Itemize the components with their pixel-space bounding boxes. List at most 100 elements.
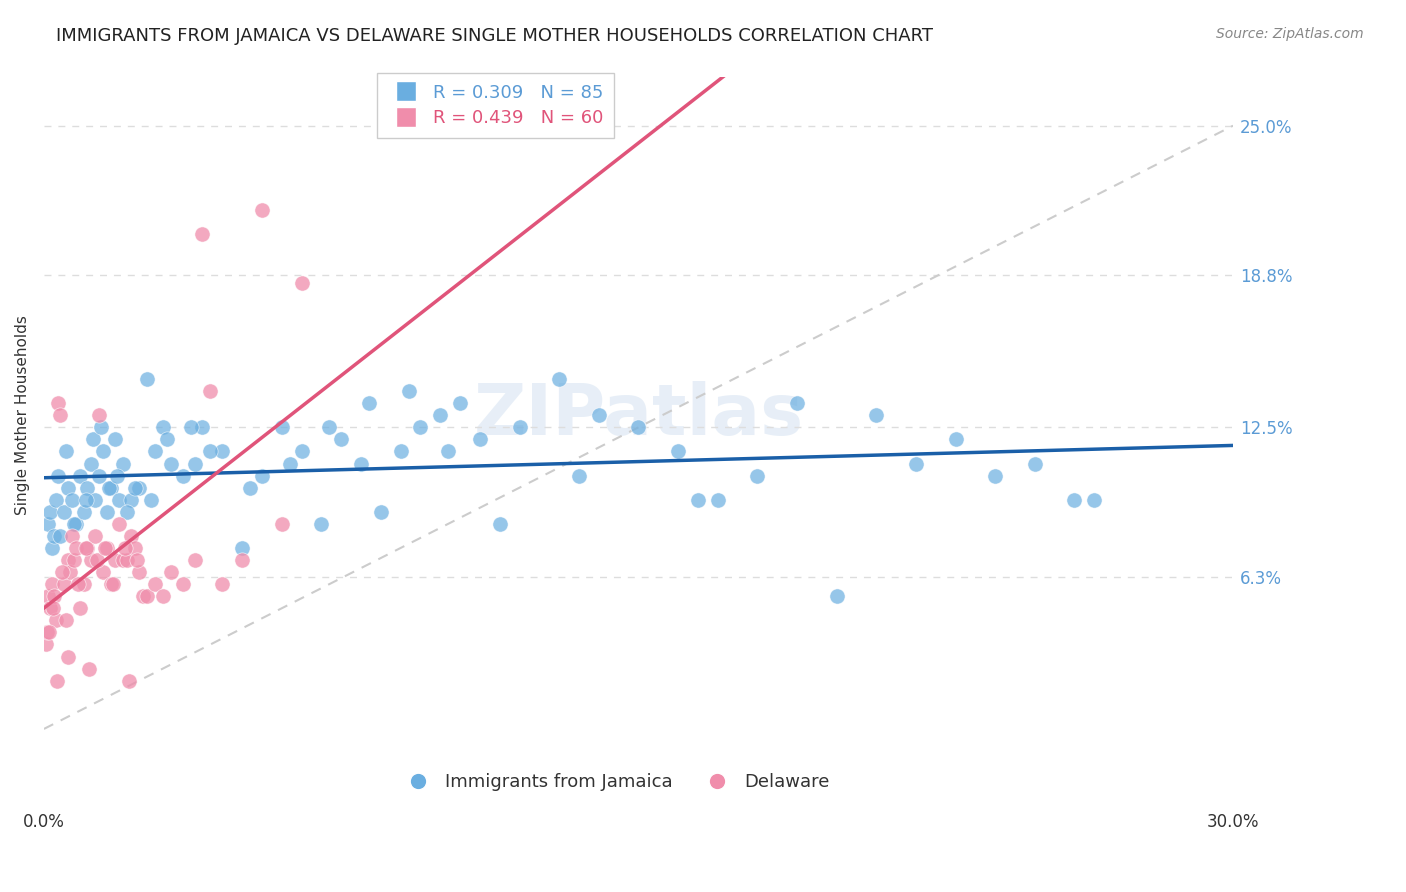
Point (72, 577, 94, 591)
Point (143, 577, 166, 591)
Point (62, 553, 84, 567)
Text: 0.0%: 0.0% (22, 814, 65, 831)
Point (398, 384, 420, 398)
Point (152, 589, 174, 603)
Point (75, 492, 97, 507)
Point (568, 468, 591, 483)
Point (143, 444, 166, 458)
Point (200, 384, 222, 398)
Point (270, 516, 292, 531)
Point (60, 492, 83, 507)
Point (156, 433, 179, 447)
Point (350, 457, 373, 471)
Point (250, 468, 273, 483)
Point (56, 553, 79, 567)
Point (52, 505, 75, 519)
Point (35, 638, 58, 652)
Point (48, 529, 70, 543)
Point (132, 589, 155, 603)
Point (93, 565, 115, 579)
Point (191, 420, 214, 434)
Point (183, 457, 205, 471)
Point (904, 457, 927, 471)
Point (945, 433, 967, 447)
Point (409, 420, 432, 434)
Point (45, 673, 67, 688)
Point (136, 589, 159, 603)
Point (38, 601, 60, 615)
Point (108, 492, 131, 507)
Point (37, 516, 59, 531)
Point (80, 553, 103, 567)
Point (41, 601, 63, 615)
Point (120, 529, 142, 543)
Point (183, 553, 205, 567)
Point (65, 516, 87, 531)
Point (104, 433, 127, 447)
Point (250, 203, 273, 218)
Point (84, 492, 107, 507)
Point (82, 433, 104, 447)
Point (35, 625, 58, 640)
Point (449, 396, 471, 410)
Point (124, 481, 146, 495)
Point (96, 505, 118, 519)
Text: ZIPatlas: ZIPatlas (474, 381, 803, 450)
Point (311, 516, 333, 531)
Point (115, 553, 138, 567)
Point (1024, 457, 1046, 471)
Point (55, 444, 77, 458)
Point (180, 420, 202, 434)
Point (108, 516, 131, 531)
Point (128, 565, 150, 579)
Point (93, 444, 115, 458)
Point (239, 481, 262, 495)
Point (136, 372, 159, 386)
Point (69, 601, 91, 615)
Point (58, 649, 80, 664)
Point (357, 396, 380, 410)
Point (1083, 492, 1105, 507)
Point (865, 409, 887, 423)
Point (38, 625, 60, 640)
Point (105, 468, 128, 483)
Point (38, 505, 60, 519)
Point (41, 577, 63, 591)
Point (65, 541, 87, 555)
Point (112, 553, 135, 567)
Point (114, 541, 136, 555)
Y-axis label: Single Mother Households: Single Mother Households (15, 315, 30, 516)
Point (80, 457, 103, 471)
Point (100, 577, 122, 591)
Point (46, 396, 69, 410)
Point (46, 468, 69, 483)
Point (191, 227, 214, 242)
Point (318, 420, 340, 434)
Point (139, 492, 162, 507)
Point (37, 589, 59, 603)
Point (45, 613, 67, 627)
Point (69, 468, 91, 483)
Point (172, 468, 194, 483)
Point (79, 662, 101, 676)
Point (429, 409, 451, 423)
Point (51, 565, 73, 579)
Point (124, 541, 146, 555)
Point (104, 553, 127, 567)
Point (89, 409, 111, 423)
Point (159, 457, 181, 471)
Point (128, 481, 150, 495)
Point (468, 433, 491, 447)
Point (125, 553, 148, 567)
Point (231, 541, 253, 555)
Point (120, 492, 142, 507)
Point (389, 444, 412, 458)
Point (370, 505, 392, 519)
Text: 30.0%: 30.0% (1206, 814, 1260, 831)
Point (60, 529, 83, 543)
Point (90, 420, 112, 434)
Point (89, 468, 111, 483)
Point (786, 396, 808, 410)
Point (211, 444, 233, 458)
Point (270, 420, 292, 434)
